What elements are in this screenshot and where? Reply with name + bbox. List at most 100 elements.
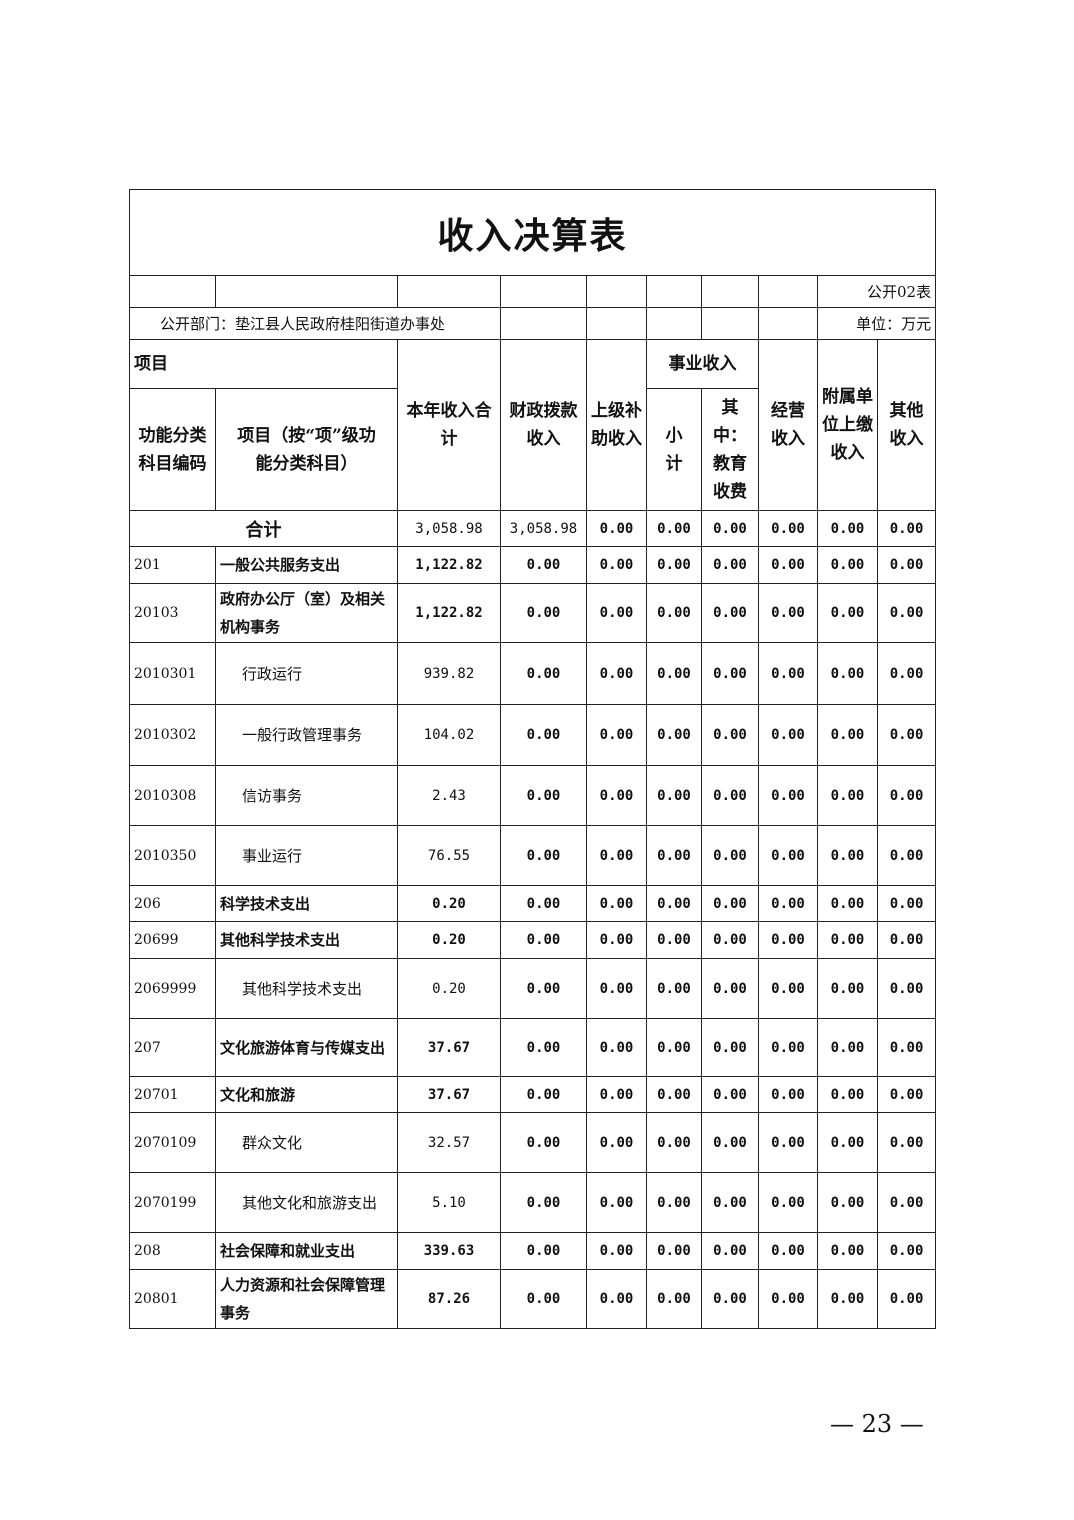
table-row: 206 科学技术支出 0.20 0.00 0.00 0.00 0.00 0.00 0.00 0.0…: [129, 885, 937, 922]
row-value: 0.00: [646, 885, 702, 922]
row-name: 社会保障和就业支出: [215, 1232, 398, 1270]
row-value: 0.00: [500, 704, 587, 766]
row-value: 0.00: [646, 921, 702, 959]
row-value: 0.00: [876, 1172, 937, 1233]
row-name: 信访事务: [215, 765, 398, 826]
row-value: 0.00: [876, 1018, 937, 1077]
row-value: 0.00: [500, 1018, 587, 1077]
row-name: 其他科学技术支出: [215, 958, 398, 1019]
row-value: 0.00: [500, 1232, 587, 1270]
row-value: 0.00: [817, 1172, 878, 1233]
row-value: 0.00: [758, 1172, 818, 1233]
table-row: 20701 文化和旅游 37.67 0.00 0.00 0.00 0.00 0.00 0.00 0…: [129, 1076, 937, 1113]
row-value: 0.00: [817, 825, 878, 886]
row-value: 0.00: [876, 958, 937, 1019]
row-value: 0.00: [500, 1172, 587, 1233]
header-operating: 经营收入: [758, 339, 818, 511]
row-name: 事业运行: [215, 825, 398, 886]
row-code: 201: [129, 546, 216, 584]
row-value: 0.00: [646, 583, 702, 643]
row-value: 0.00: [876, 921, 937, 959]
row-name: 文化旅游体育与传媒支出: [215, 1018, 398, 1077]
row-value: 0.00: [586, 1076, 647, 1113]
row-value: 0.00: [817, 1232, 878, 1270]
row-code: 20699: [129, 921, 216, 959]
row-value: 339.63: [397, 1232, 501, 1270]
row-value: 0.00: [701, 1018, 759, 1077]
row-value: 0.00: [701, 1112, 759, 1173]
row-code: 20103: [129, 583, 216, 643]
row-name: 群众文化: [215, 1112, 398, 1173]
row-value: 0.00: [701, 885, 759, 922]
row-value: 0.00: [500, 885, 587, 922]
total-cell: 0.00: [817, 510, 878, 547]
row-value: 0.00: [817, 765, 878, 826]
table-row: 2010302 一般行政管理事务 104.02 0.00 0.00 0.00 0.00 0.0…: [129, 704, 937, 766]
table-row: 208 社会保障和就业支出 339.63 0.00 0.00 0.00 0.00 0.00 0.…: [129, 1232, 937, 1270]
row-value: 2.43: [397, 765, 501, 826]
row-code: 207: [129, 1018, 216, 1077]
total-label: 合计: [129, 510, 398, 547]
table-row: 2069999 其他科学技术支出 0.20 0.00 0.00 0.00 0.00 0.00 0…: [129, 958, 937, 1019]
row-value: 0.00: [500, 958, 587, 1019]
row-value: 0.00: [876, 765, 937, 826]
row-value: 0.00: [758, 642, 818, 705]
row-value: 0.00: [701, 765, 759, 826]
page-number: — 23 —: [830, 1410, 924, 1438]
row-value: 0.00: [646, 642, 702, 705]
row-value: 76.55: [397, 825, 501, 886]
unit: 单位：万元: [816, 307, 937, 340]
row-value: 0.00: [876, 1076, 937, 1113]
total-row: 合计 3,058.98 3,058.98 0.00 0.00 0.00 0.00 0.00 0…: [129, 510, 937, 547]
row-value: 0.00: [758, 958, 818, 1019]
row-value: 0.00: [586, 825, 647, 886]
row-value: 0.00: [646, 765, 702, 826]
row-value: 0.00: [500, 1076, 587, 1113]
row-value: 0.00: [500, 765, 587, 826]
row-value: 37.67: [397, 1018, 501, 1077]
row-value: 0.00: [817, 546, 878, 584]
row-value: 0.00: [876, 583, 937, 643]
row-value: 0.00: [701, 825, 759, 886]
row-code: 2010350: [129, 825, 216, 886]
row-name: 其他文化和旅游支出: [215, 1172, 398, 1233]
row-value: 0.00: [817, 1112, 878, 1173]
row-value: 0.20: [397, 921, 501, 959]
row-value: 0.00: [701, 642, 759, 705]
row-value: 104.02: [397, 704, 501, 766]
row-value: 0.00: [758, 546, 818, 584]
row-value: 0.00: [646, 704, 702, 766]
total-cell: 0.00: [876, 510, 937, 547]
row-value: 0.00: [817, 583, 878, 643]
row-value: 0.00: [586, 546, 647, 584]
row-value: 0.00: [817, 958, 878, 1019]
total-cell: 0.00: [701, 510, 759, 547]
row-value: 0.00: [500, 1269, 587, 1329]
table-row: 2010308 信访事务 2.43 0.00 0.00 0.00 0.00 0.00 0.00 0…: [129, 765, 937, 826]
header-affiliated: 附属单位上缴收入: [817, 339, 878, 511]
row-value: 0.00: [701, 1172, 759, 1233]
row-name: 其他科学技术支出: [215, 921, 398, 959]
row-name: 文化和旅游: [215, 1076, 398, 1113]
row-name: 人力资源和社会保障管理事务: [215, 1269, 398, 1329]
row-code: 2070199: [129, 1172, 216, 1233]
row-name: 一般公共服务支出: [215, 546, 398, 584]
row-value: 0.00: [586, 885, 647, 922]
row-value: 0.00: [646, 1232, 702, 1270]
row-value: 0.00: [500, 825, 587, 886]
row-value: 0.00: [586, 921, 647, 959]
row-value: 0.00: [586, 1112, 647, 1173]
total-cell: 3,058.98: [500, 510, 587, 547]
row-value: 0.00: [817, 1269, 878, 1329]
row-value: 0.00: [876, 546, 937, 584]
row-value: 0.00: [646, 1269, 702, 1329]
header-edu: 其中：教育收费: [701, 388, 759, 511]
row-value: 0.00: [758, 825, 818, 886]
header-project: 项目: [129, 339, 398, 389]
row-value: 0.00: [701, 921, 759, 959]
row-value: 0.00: [876, 1232, 937, 1270]
header-code: 功能分类科目编码: [129, 388, 216, 511]
row-value: 0.00: [500, 1112, 587, 1173]
form-number: 公开02表: [816, 275, 937, 308]
